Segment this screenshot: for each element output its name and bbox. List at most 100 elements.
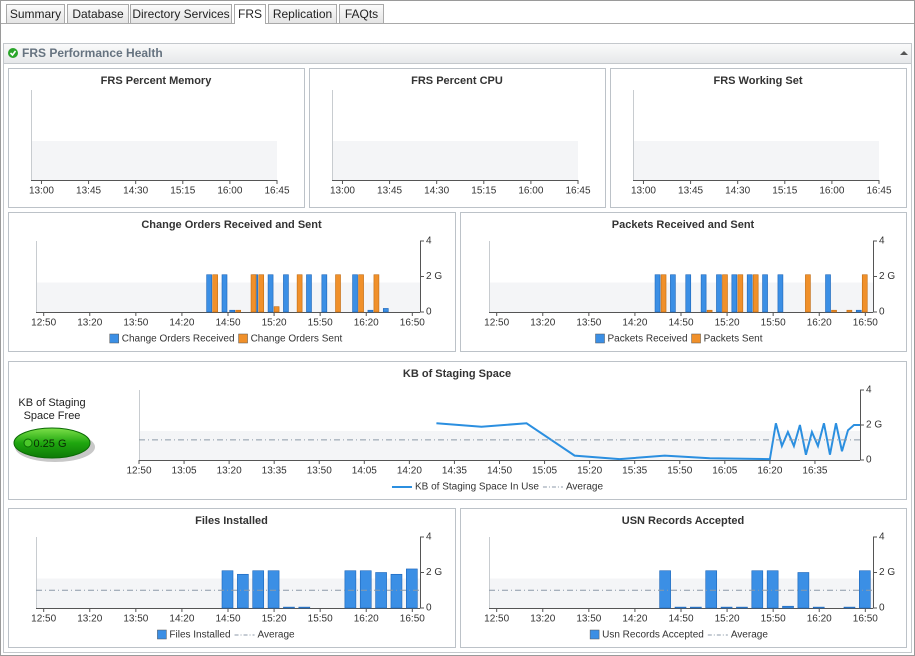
x-tick-label: 15:50 [308,318,333,329]
chart: USN Records Accepted 12:50 13:20 13:50 14:20… [460,508,907,648]
x-tick-label: 14:50 [668,318,693,329]
x-tick-label: 13:50 [123,318,148,329]
bar [373,274,380,313]
bar [660,274,667,313]
x-tick-label: 13:00 [631,186,656,197]
legend-label: Average [566,482,604,493]
bar [252,570,265,609]
bar [782,605,794,609]
tab[interactable]: FRS [234,4,266,24]
bar [358,274,364,313]
chart: Change Orders Received and Sent 12:50 13:2… [8,212,456,352]
legend: Change Orders Received Change Orders Sent [109,333,343,345]
x-tick-label: 15:15 [471,186,496,197]
x-tick-label: 13:45 [76,186,101,197]
legend: Usn Records Accepted Average [589,630,768,641]
chart: FRS Percent CPU 13:00 13:45 14:30 15:15 16:00… [309,68,606,208]
panel-header [4,44,911,63]
tab[interactable]: FAQts [339,4,384,23]
x-tick-label: 12:50 [31,614,56,625]
x-tick-label: 16:50 [400,318,425,329]
bar [685,274,692,313]
x-tick-label: 15:20 [577,466,602,477]
bar [831,309,837,313]
bar [812,606,825,609]
x-tick-label: 12:50 [484,318,509,329]
y-tick-label: 2 G [426,271,442,282]
x-tick-label: 15:50 [308,614,333,625]
x-tick-label: 13:50 [123,614,148,625]
chart-title: FRS Working Set [713,75,802,87]
y-tick-label: 2 G [879,567,895,578]
y-tick-label: 2 G [426,567,442,578]
x-tick-label: 16:45 [565,186,590,197]
y-tick-label: 2 G [879,271,895,282]
legend-swatch [691,333,701,344]
bar [229,309,235,313]
tab[interactable]: Summary [6,4,65,23]
x-tick-label: 16:20 [354,318,379,329]
x-tick-label: 13:05 [172,466,197,477]
bar [805,274,811,313]
legend: Packets Received Packets Sent [595,333,763,345]
x-tick-label: 13:45 [678,186,703,197]
tab[interactable]: Directory Services [130,4,232,23]
x-tick-label: 12:50 [31,318,56,329]
legend-swatch [238,333,248,344]
gauge: 0.25 G [13,427,95,462]
x-tick-label: 16:00 [518,186,543,197]
x-tick-label: 16:00 [819,186,844,197]
tab[interactable]: Replication [268,4,337,23]
legend-label: Average [258,630,296,641]
x-tick-label: 14:50 [668,614,693,625]
legend: KB of Staging Space In Use Average [391,482,604,493]
x-tick-label: 16:20 [807,614,832,625]
chart: Files Installed 12:50 13:20 13:50 14:20 14:50… [8,508,456,648]
bar [825,274,831,313]
bar [298,606,311,609]
bar [670,274,676,313]
legend-label: Change Orders Received [122,334,235,345]
x-tick-label: 13:50 [576,614,601,625]
x-tick-label: 14:30 [725,186,750,197]
bar [335,274,341,313]
x-tick-label: 15:50 [667,466,692,477]
x-tick-label: 12:50 [484,614,509,625]
x-tick-label: 16:50 [853,318,878,329]
x-tick-label: 13:50 [576,318,601,329]
x-tick-label: 14:35 [442,466,467,477]
x-tick-label: 13:35 [262,466,287,477]
bar [382,308,389,313]
chart-title: FRS Percent CPU [411,75,503,87]
x-tick-label: 13:20 [530,318,555,329]
bar [752,274,759,313]
x-tick-label: 16:50 [853,614,878,625]
bar [762,274,768,313]
legend-label: Usn Records Accepted [602,630,704,641]
plot-band [31,141,277,180]
legend-label: Files Installed [169,630,230,641]
y-tick-label: 4 [879,236,885,247]
legend-label: Packets Received [608,334,688,345]
y-tick-label: 0 [866,455,872,466]
chart: FRS Working Set 13:00 13:45 14:30 15:15 16:00… [610,68,907,208]
collapse-arrow[interactable] [900,51,908,55]
bar [855,309,862,313]
gauge-label: KB of Staging Space Free [18,397,86,422]
y-tick-label: 0 [426,603,432,614]
plot-band [489,282,873,312]
x-tick-label: 14:50 [215,318,240,329]
gauge-pill [13,427,91,459]
x-tick-label: 15:35 [622,466,647,477]
bar [705,570,718,609]
bar [221,274,228,313]
plot-band [332,141,578,180]
y-tick-label: 4 [426,532,432,543]
gauge-value: 0.25 G [33,438,66,450]
chart-title: Files Installed [195,515,268,527]
x-tick-label: 14:20 [622,614,647,625]
tab[interactable]: Database [67,4,129,23]
chart: KB of Staging Space 12:50 13:05 13:20 13:35 1… [8,361,907,500]
